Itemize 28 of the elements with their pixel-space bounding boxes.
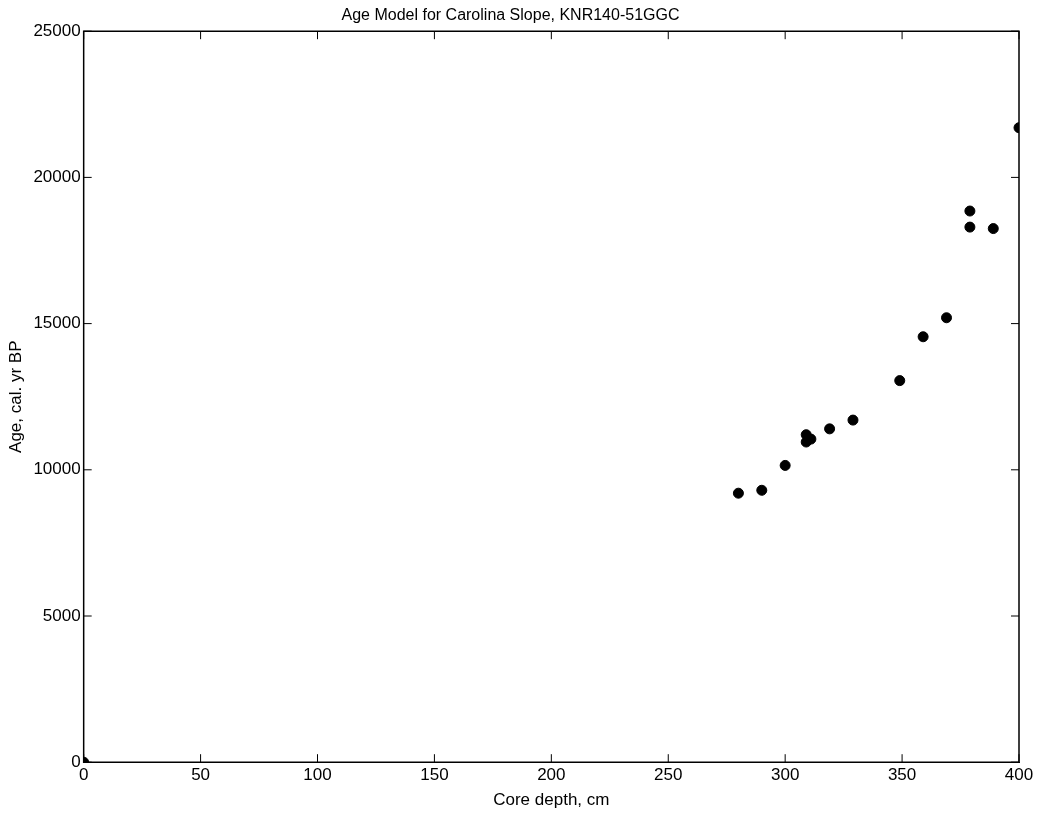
y-tick-label: 5000 xyxy=(42,605,81,625)
x-tick-label: 150 xyxy=(420,765,449,785)
x-tick-label: 50 xyxy=(191,765,211,785)
x-tick-label: 250 xyxy=(654,765,683,785)
x-tick-label: 400 xyxy=(1004,765,1034,785)
x-tick-label: 200 xyxy=(537,765,566,785)
y-axis-title: Age, cal. yr BP xyxy=(5,340,25,453)
y-tick-label: 0 xyxy=(71,751,81,771)
y-tick-label: 10000 xyxy=(33,459,81,479)
y-tick-label: 25000 xyxy=(33,20,81,40)
x-tick-label: 350 xyxy=(887,765,917,785)
x-tick-label: 100 xyxy=(303,765,332,785)
y-tick-label: 15000 xyxy=(33,313,81,333)
point xyxy=(964,205,976,217)
point xyxy=(824,423,836,435)
point xyxy=(964,221,976,233)
chart-title: Age Model for Carolina Slope, KNR140-51GGC xyxy=(341,6,680,24)
point xyxy=(779,459,791,471)
point xyxy=(987,223,999,235)
y-tick-label: 20000 xyxy=(33,167,81,187)
point xyxy=(732,487,744,499)
point xyxy=(894,375,906,387)
point xyxy=(847,414,859,426)
x-axis-title: Core depth, cm xyxy=(493,790,610,810)
point xyxy=(941,312,953,324)
point xyxy=(917,331,929,343)
x-tick-label: 300 xyxy=(770,765,800,785)
point xyxy=(756,484,768,496)
